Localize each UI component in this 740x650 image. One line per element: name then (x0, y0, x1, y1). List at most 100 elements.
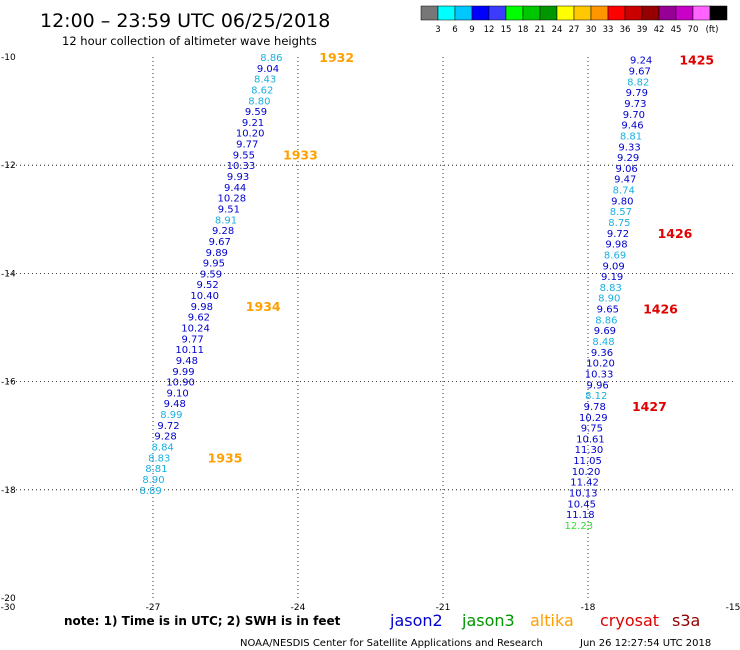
wave-height-label: 9.09 (602, 261, 624, 272)
wave-height-label: 9.33 (618, 142, 640, 153)
wave-height-label: 11.05 (573, 456, 602, 467)
wave-height-label: 9.70 (623, 110, 645, 121)
scale-label: 45 (671, 25, 682, 35)
scale-label: 3 (435, 25, 440, 35)
x-tick-label: -15 (726, 603, 740, 613)
wave-height-label: 9.99 (172, 367, 194, 378)
wave-height-marks: 8.869.048.438.628.809.599.2110.209.779.5… (139, 50, 714, 532)
wave-height-label: 8.69 (604, 250, 626, 261)
footer-timestamp: Jun 26 12:27:54 UTC 2018 (579, 638, 711, 649)
page-subtitle: 12 hour collection of altimeter wave hei… (62, 34, 317, 48)
scale-swatch (454, 5, 473, 21)
wave-height-label: 9.59 (245, 107, 267, 118)
wave-height-label: 9.04 (257, 64, 279, 75)
wave-height-label: 10.40 (190, 291, 219, 302)
scale-swatch (709, 5, 728, 21)
scale-label: 18 (518, 25, 529, 35)
wave-height-label: 10.29 (579, 413, 608, 424)
scale-swatch (437, 5, 456, 21)
scale-swatch (607, 5, 626, 21)
wave-height-label: 10.20 (586, 359, 615, 370)
wave-height-label: 9.72 (607, 229, 629, 240)
wave-height-label: 11.18 (566, 510, 595, 521)
wave-height-label: 8.89 (139, 486, 161, 497)
scale-swatch (539, 5, 558, 21)
wave-height-label: 9.72 (157, 421, 179, 432)
wave-height-label: 8.80 (248, 96, 270, 107)
wave-height-label: 8.86 (260, 53, 282, 64)
satellite-legend-entry: jason3 (461, 611, 515, 630)
scale-swatch (692, 5, 711, 21)
wave-height-label: 9.67 (209, 237, 231, 248)
scale-label: 9 (469, 25, 474, 35)
scale-label: 42 (654, 25, 665, 35)
footer-credit: NOAA/NESDIS Center for Satellite Applica… (240, 638, 543, 649)
pass-time-label: 1934 (246, 299, 281, 314)
wave-height-label: 10.28 (217, 194, 246, 205)
satellite-legend-entry: altika (530, 611, 574, 630)
scale-label: 39 (637, 25, 648, 35)
scale-swatch (471, 5, 490, 21)
scale-swatch (573, 5, 592, 21)
wave-height-label: 10.20 (236, 129, 265, 140)
wave-height-label: 10.90 (166, 378, 195, 389)
y-tick-label: -18 (1, 486, 16, 496)
satellite-legend-entry: s3a (672, 611, 700, 630)
scale-label: 30 (586, 25, 597, 35)
wave-height-label: 8.62 (251, 85, 273, 96)
scale-swatch (556, 5, 575, 21)
pass-time-label: 1425 (679, 53, 714, 68)
wave-height-label: 8.12 (585, 391, 607, 402)
wave-height-label: 10.33 (585, 369, 614, 380)
wave-height-label: 8.48 (592, 337, 614, 348)
scale-swatch (624, 5, 643, 21)
x-tick-label: -21 (436, 603, 451, 613)
y-tick-label: -10 (1, 53, 16, 63)
wave-height-label: 9.95 (203, 259, 225, 270)
pass-time-label: 1933 (283, 147, 318, 162)
wave-height-label: 9.73 (624, 99, 646, 110)
scale-label: 70 (688, 25, 699, 35)
y-tick-label: -16 (1, 378, 16, 388)
wave-height-label: 9.96 (587, 380, 609, 391)
wave-height-label: 9.93 (227, 172, 249, 183)
x-tick-label: -24 (291, 603, 306, 613)
wave-height-label: 9.48 (176, 356, 198, 367)
scale-swatch (505, 5, 524, 21)
wave-height-label: 10.24 (181, 324, 210, 335)
wave-height-label: 8.91 (215, 215, 237, 226)
pass-time-label: 1427 (632, 399, 667, 414)
wave-height-label: 8.74 (613, 186, 635, 197)
pass-time-label: 1932 (319, 50, 354, 65)
y-tick-label: -20 (1, 594, 16, 604)
wave-height-label: 9.10 (167, 388, 189, 399)
satellite-legend-entry: jason2 (389, 611, 443, 630)
scale-label: 21 (535, 25, 546, 35)
page-title: 12:00 – 23:59 UTC 06/25/2018 (40, 10, 330, 32)
scale-unit: (ft) (706, 25, 719, 35)
scale-label: 33 (603, 25, 614, 35)
wave-height-label: 9.98 (605, 240, 627, 251)
scale-swatch (641, 5, 660, 21)
wave-height-label: 8.90 (598, 294, 620, 305)
wave-height-label: 9.89 (206, 248, 228, 259)
wave-height-label: 9.59 (200, 269, 222, 280)
footer-note: note: 1) Time is in UTC; 2) SWH is in fe… (64, 614, 341, 628)
wave-height-label: 9.67 (629, 67, 651, 78)
scale-swatch (522, 5, 541, 21)
wave-height-label: 9.46 (621, 121, 643, 132)
wave-height-label: 9.28 (212, 226, 234, 237)
wave-height-label: 8.84 (152, 443, 174, 454)
y-tick-label: -14 (1, 269, 16, 279)
x-tick-label: -27 (146, 603, 161, 613)
wave-height-label: 10.20 (572, 467, 601, 478)
wave-height-label: 8.86 (595, 315, 617, 326)
wave-height-color-scale: 3 6 9 12 15 18 21 24 27 30 33 36 39 42 45 70 (ft) (420, 5, 728, 35)
track-east: 9.249.678.829.799.739.709.468.819.339.29… (564, 53, 714, 532)
track-west: 8.869.048.438.628.809.599.2110.209.779.5… (139, 50, 354, 497)
pass-time-label: 1426 (643, 302, 678, 317)
wave-height-label: 8.43 (254, 75, 276, 86)
wave-height-label: 9.28 (154, 432, 176, 443)
scale-swatch (658, 5, 677, 21)
wave-height-label: 9.48 (164, 399, 186, 410)
